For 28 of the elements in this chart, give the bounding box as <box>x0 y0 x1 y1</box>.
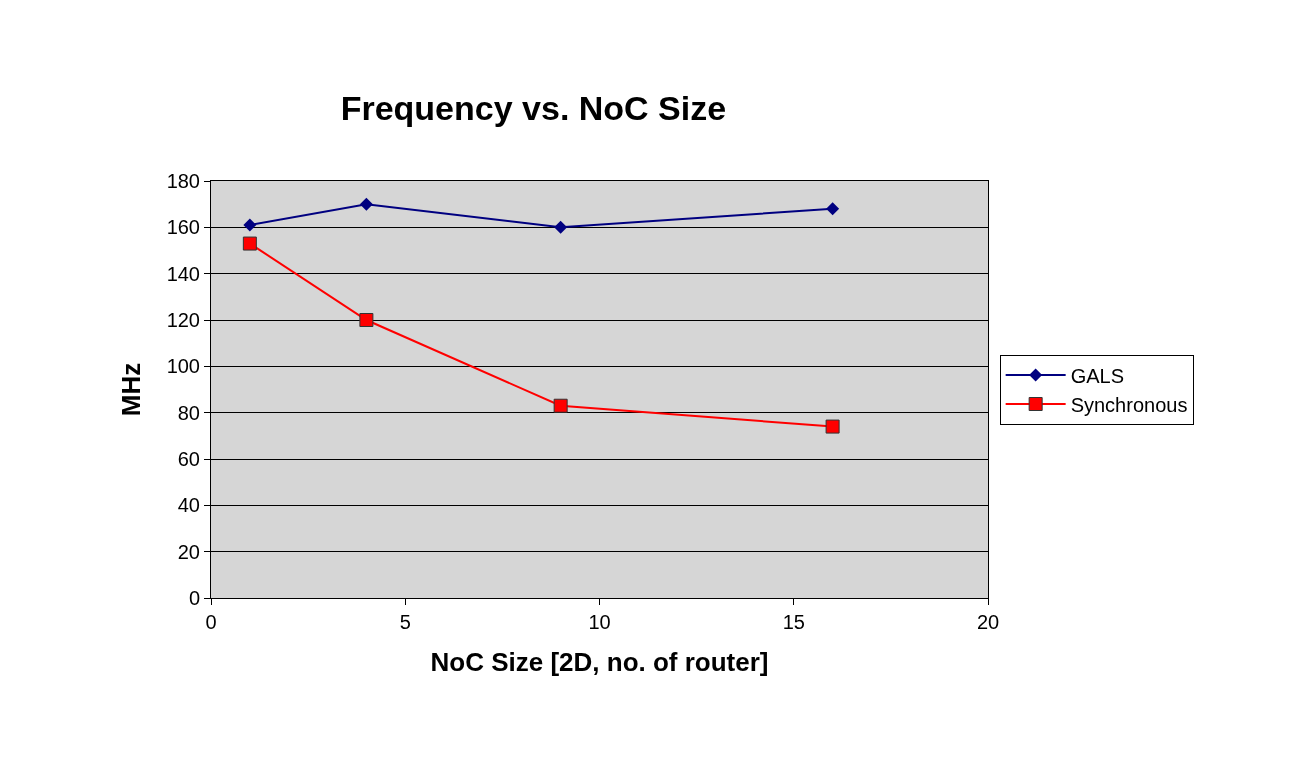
x-tick-label: 5 <box>399 611 411 633</box>
x-tick-label: 10 <box>588 611 611 633</box>
point <box>554 220 568 234</box>
x-tick-label: 20 <box>976 611 1000 633</box>
point <box>826 202 840 216</box>
legend-label: GALS <box>1070 364 1125 387</box>
y-axis-title: MHz <box>116 362 147 417</box>
y-tick-label: 20 <box>177 540 200 563</box>
point <box>553 398 568 413</box>
y-tick-label: 100 <box>166 355 200 378</box>
y-tick-label: 80 <box>177 401 200 424</box>
point <box>825 419 840 434</box>
y-tick-label: 140 <box>166 262 200 285</box>
point <box>243 218 257 232</box>
y-tick-label: 60 <box>177 448 200 470</box>
y-tick-label: 160 <box>166 216 200 239</box>
y-tick-label: 0 <box>188 587 200 609</box>
x-tick-label: 15 <box>782 611 805 633</box>
point <box>242 236 257 251</box>
point <box>359 197 373 211</box>
y-tick-label: 120 <box>166 309 200 331</box>
x-axis-title: NoC Size [2D, no. of router] <box>430 646 769 677</box>
x-tick-label: 0 <box>205 611 217 633</box>
legend-label: Synchronous <box>1070 393 1188 416</box>
chart-title: Frequency vs. NoC Size <box>340 88 727 127</box>
point <box>359 313 374 327</box>
y-tick-label: 180 <box>166 170 200 192</box>
y-tick-label: 40 <box>177 494 200 517</box>
